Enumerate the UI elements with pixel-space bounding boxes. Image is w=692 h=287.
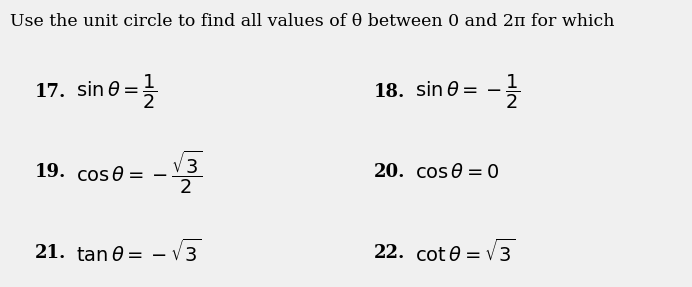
Text: 17.: 17. bbox=[35, 83, 66, 101]
Text: $\cos\theta = 0$: $\cos\theta = 0$ bbox=[415, 163, 500, 182]
Text: $\cot\theta = \sqrt{3}$: $\cot\theta = \sqrt{3}$ bbox=[415, 239, 516, 266]
Text: 22.: 22. bbox=[374, 244, 405, 261]
Text: $\sin\theta = -\dfrac{1}{2}$: $\sin\theta = -\dfrac{1}{2}$ bbox=[415, 73, 520, 111]
Text: $\tan\theta = -\sqrt{3}$: $\tan\theta = -\sqrt{3}$ bbox=[76, 239, 202, 266]
Text: $\sin\theta = \dfrac{1}{2}$: $\sin\theta = \dfrac{1}{2}$ bbox=[76, 73, 158, 111]
Text: Use the unit circle to find all values of θ between 0 and 2π for which: Use the unit circle to find all values o… bbox=[10, 13, 615, 30]
Text: 18.: 18. bbox=[374, 83, 405, 101]
Text: 20.: 20. bbox=[374, 163, 406, 181]
Text: 21.: 21. bbox=[35, 244, 66, 261]
Text: 19.: 19. bbox=[35, 163, 66, 181]
Text: $\cos\theta = -\dfrac{\sqrt{3}}{2}$: $\cos\theta = -\dfrac{\sqrt{3}}{2}$ bbox=[76, 149, 203, 196]
